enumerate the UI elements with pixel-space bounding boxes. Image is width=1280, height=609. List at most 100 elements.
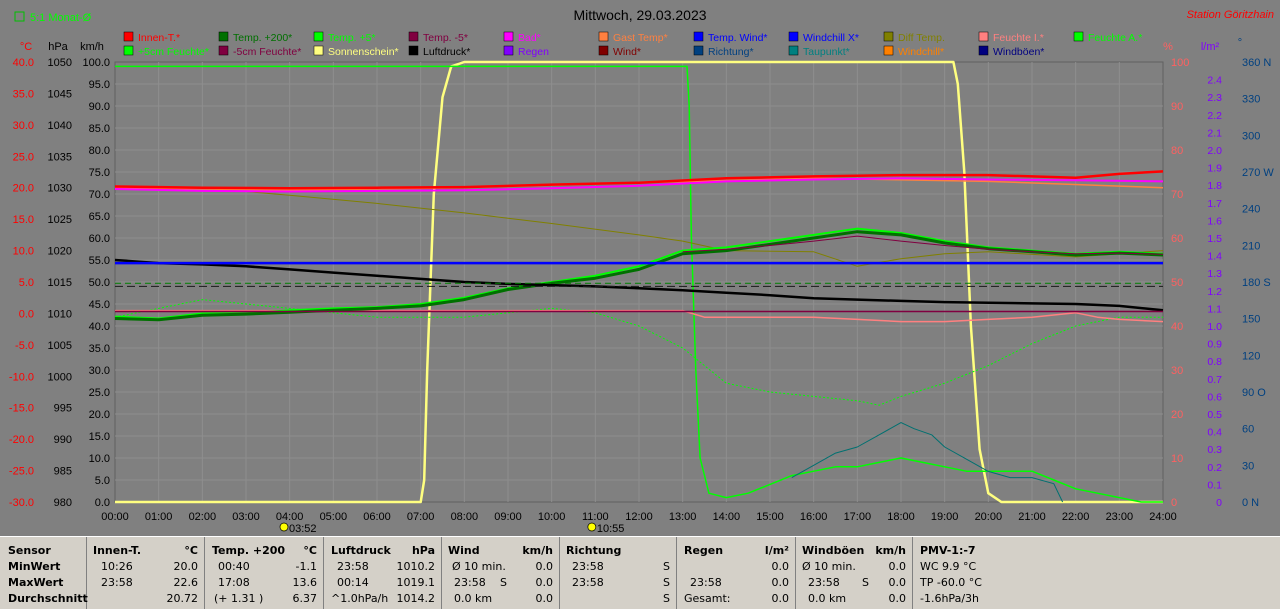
pressure-tick-label: 1040: [48, 120, 72, 132]
min-note: Ø 10 min.: [802, 560, 856, 573]
avg-value: 6.37: [292, 592, 318, 605]
time-tick-label: 24:00: [1149, 511, 1177, 523]
time-tick-label: 15:00: [756, 511, 784, 523]
rain-tick-label: 0.5: [1207, 409, 1222, 421]
legend-swatch-icon: [978, 31, 989, 42]
wind-tick-label: 5.0: [95, 475, 110, 487]
avg-value: 0.0: [888, 592, 907, 605]
legend-swatch-icon: [408, 45, 419, 56]
rain-tick-label: 2.0: [1207, 145, 1222, 157]
legend-swatch-icon: [503, 31, 514, 42]
rain-tick-label: 2.3: [1207, 92, 1222, 104]
percent-tick-label: 50: [1171, 277, 1183, 289]
legend-swatch-icon: [598, 45, 609, 56]
stats-luftdruck: Luftdruck hPa 23:58 1010.2 00:14 1019.1 …: [324, 537, 442, 609]
rain-tick-label: 0.4: [1207, 427, 1222, 439]
stats-unit: l/m²: [764, 544, 789, 557]
rain-tick-label: 1.9: [1207, 163, 1222, 175]
time-tick-label: 04:00: [276, 511, 304, 523]
legend-swatch-icon: [218, 31, 229, 42]
percent-tick-label: 20: [1171, 409, 1183, 421]
rain-tick-label: 2.4: [1207, 75, 1222, 87]
direction-tick-label: 330: [1242, 94, 1260, 106]
temp-tick-label: -10.0: [9, 371, 34, 383]
rain-tick-label: 0.9: [1207, 339, 1222, 351]
legend-label: Temp. +200*: [233, 32, 292, 44]
stats-title: PMV-1:-7: [920, 544, 976, 557]
rain-tick-label: 1.0: [1207, 321, 1222, 333]
rain-tick-label: 1.6: [1207, 215, 1222, 227]
max-time: 23:58: [690, 576, 722, 589]
wind-tick-label: 40.0: [89, 321, 110, 333]
wind-tick-label: 70.0: [89, 189, 110, 201]
wind-tick-label: 45.0: [89, 299, 110, 311]
stats-wind: Wind km/h Ø 10 min. 0.0 23:58 S 0.0 0.0 …: [442, 537, 560, 609]
unit-temp: °C: [20, 41, 32, 53]
rain-tick-label: 2.2: [1207, 110, 1222, 122]
legend-label: Feuchte I.*: [993, 32, 1044, 44]
temp-tick-label: -5.0: [15, 340, 34, 352]
pressure-tick-label: 1005: [48, 340, 72, 352]
percent-tick-label: 0: [1171, 497, 1177, 509]
time-tick-label: 05:00: [320, 511, 348, 523]
rain-tick-label: 1.3: [1207, 268, 1222, 280]
marker-time-label: 10:55: [597, 523, 625, 535]
time-tick-label: 13:00: [669, 511, 697, 523]
row-label-avg: Durchschnitt: [8, 592, 88, 605]
rain-tick-label: 0.7: [1207, 374, 1222, 386]
wind-tick-label: 90.0: [89, 101, 110, 113]
pressure-tick-label: 985: [54, 466, 72, 478]
max-time: 23:58: [808, 576, 840, 589]
legend-label: -5cm Feuchte*: [233, 46, 301, 58]
time-tick-label: 01:00: [145, 511, 173, 523]
marker-time-label: 03:52: [289, 523, 317, 535]
rain-tick-label: 1.1: [1207, 303, 1222, 315]
stats-title: Regen: [684, 544, 724, 557]
time-tick-label: 03:00: [232, 511, 260, 523]
time-tick-label: 18:00: [887, 511, 915, 523]
stats-title: Richtung: [566, 544, 622, 557]
temp-tick-label: 10.0: [13, 246, 34, 258]
direction-tick-label: 180 S: [1242, 277, 1271, 289]
pressure-tick-label: 1015: [48, 277, 72, 289]
wind-tick-label: 55.0: [89, 255, 110, 267]
wind-tick-label: 35.0: [89, 343, 110, 355]
time-tick-label: 10:00: [538, 511, 566, 523]
series-line-richtung: [791, 422, 1064, 503]
wind-tick-label: 100.0: [82, 57, 110, 69]
min-value: WC 9.9 °C: [920, 560, 977, 573]
pressure-tick-label: 1020: [48, 246, 72, 258]
min-direction: S: [663, 560, 670, 573]
chart-canvas: Mittwoch, 29.03.2023 Station Göritzhain 5:…: [9, 7, 1274, 535]
avg-note: 0.0 km: [454, 592, 493, 605]
legend-swatch-icon: [788, 31, 799, 42]
wind-tick-label: 50.0: [89, 277, 110, 289]
wind-tick-label: 60.0: [89, 233, 110, 245]
direction-tick-label: 270 W: [1242, 167, 1274, 179]
unit-rain: l/m²: [1201, 41, 1220, 53]
legend-label: Regen: [518, 46, 549, 58]
series-line-bad: [114, 177, 1164, 193]
min-value: -1.1: [295, 560, 317, 573]
rain-tick-label: 1.4: [1207, 251, 1222, 263]
temp-tick-label: -30.0: [9, 497, 34, 509]
max-time: 23:58: [572, 576, 604, 589]
min-value: 1010.2: [396, 560, 436, 573]
temp-tick-label: 35.0: [13, 88, 34, 100]
rain-tick-label: 1.7: [1207, 198, 1222, 210]
max-value: TP -60.0 °C: [920, 576, 982, 589]
temp-tick-label: 40.0: [13, 57, 34, 69]
max-value: 13.6: [292, 576, 318, 589]
rain-tick-label: 0.1: [1207, 479, 1222, 491]
pressure-tick-label: 980: [54, 497, 72, 509]
row-label-min: MinWert: [8, 560, 61, 573]
rain-tick-label: 1.8: [1207, 180, 1222, 192]
legend-swatch-icon: [978, 45, 989, 56]
max-time: 00:14: [337, 576, 369, 589]
pressure-tick-label: 1035: [48, 151, 72, 163]
stats-pmv: PMV-1:-7 WC 9.9 °C TP -60.0 °C -1.6hPa/3…: [913, 537, 1279, 609]
pressure-tick-label: 1010: [48, 308, 72, 320]
time-tick-label: 00:00: [101, 511, 129, 523]
legend-label: Sonnenschein*: [328, 46, 399, 58]
percent-tick-label: 30: [1171, 365, 1183, 377]
